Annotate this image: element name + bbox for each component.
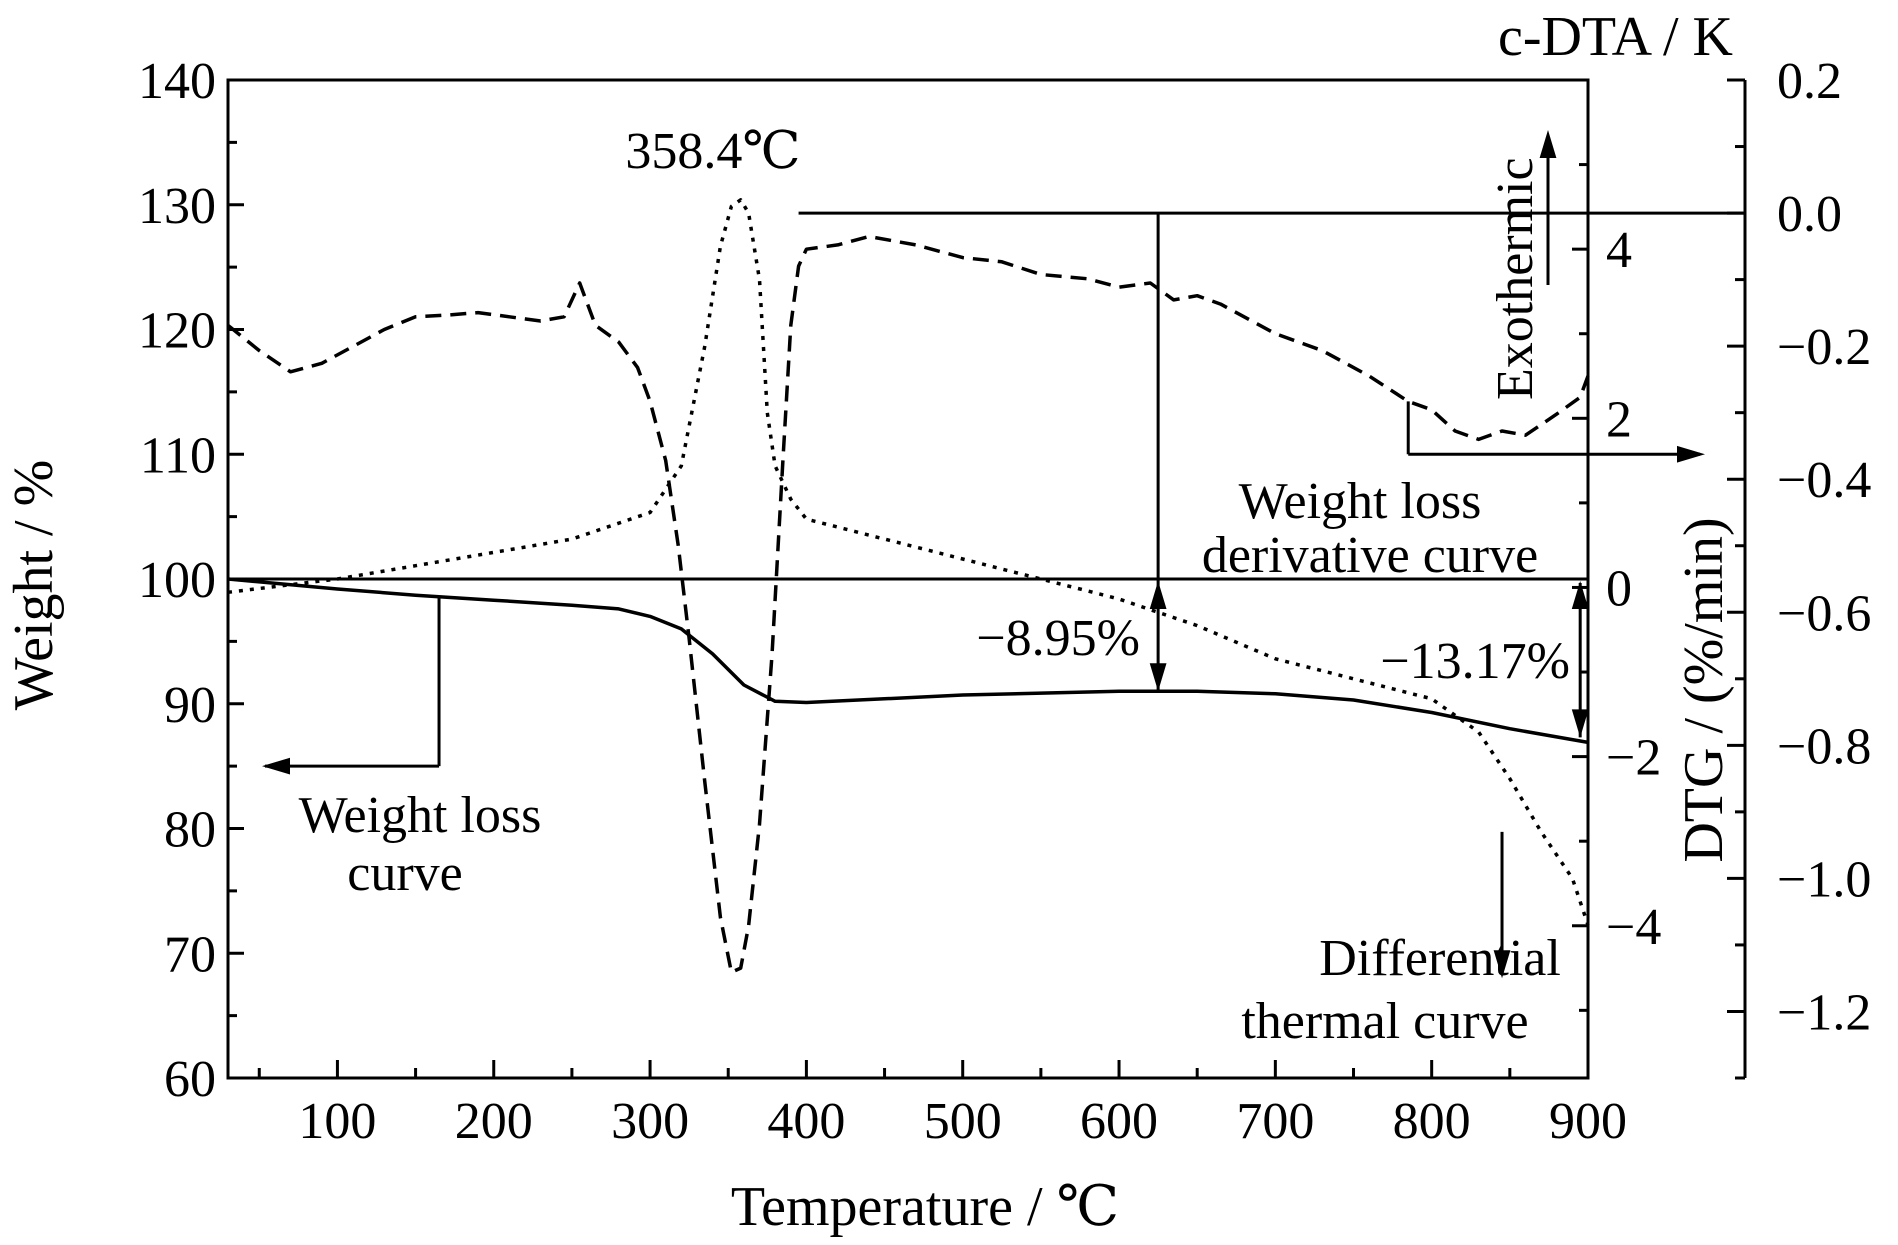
dta-tick-label: −0.2 bbox=[1777, 319, 1871, 376]
exothermic-arrowhead bbox=[1539, 130, 1557, 158]
x-tick-label: 400 bbox=[767, 1093, 845, 1150]
dta-axis-ticks: −1.2 −1.0 −0.8 −0.6 −0.4 −0.2 0.0 0.2 bbox=[1727, 53, 1871, 1080]
dtg-curve-label-line2: derivative curve bbox=[1202, 527, 1538, 584]
exothermic-label: Exothermic bbox=[1487, 157, 1544, 400]
weight-curve-arrowhead bbox=[262, 757, 290, 775]
series-line-weight bbox=[227, 577, 1589, 745]
weight-tick-label: 140 bbox=[138, 53, 216, 110]
dta-curve-label-line2: thermal curve bbox=[1241, 993, 1528, 1050]
dta-tick-label: 0.2 bbox=[1777, 53, 1842, 110]
x-tick-label: 100 bbox=[298, 1093, 376, 1150]
loss1-arrow-up bbox=[1149, 581, 1167, 609]
dtg-tick-label: 2 bbox=[1606, 391, 1632, 448]
dtg-curve-label-line1: Weight loss bbox=[1239, 473, 1482, 530]
dta-tick-label: −1.2 bbox=[1777, 984, 1871, 1041]
x-axis-ticks: 100 200 300 400 500 600 700 800 900 bbox=[257, 1060, 1627, 1150]
weight-tick-label: 90 bbox=[164, 677, 216, 734]
dtg-axis-ticks: −4 −2 0 2 4 bbox=[1572, 163, 1661, 1012]
loss2-label: −13.17% bbox=[1380, 633, 1570, 690]
dta-tick-label: −0.8 bbox=[1777, 718, 1871, 775]
dtg-tick-label: −2 bbox=[1606, 730, 1661, 787]
dta-tick-label: −0.4 bbox=[1777, 452, 1871, 509]
dtg-tick-label: −4 bbox=[1606, 899, 1661, 956]
x-tick-label: 700 bbox=[1236, 1093, 1314, 1150]
reference-lines bbox=[228, 211, 1745, 581]
dta-tick-label: −0.6 bbox=[1777, 585, 1871, 642]
peak-temperature-label: 358.4℃ bbox=[625, 123, 800, 180]
weight-curve-label-line1: Weight loss bbox=[299, 787, 542, 844]
weight-tick-label: 60 bbox=[164, 1051, 216, 1108]
x-tick-label: 600 bbox=[1080, 1093, 1158, 1150]
x-tick-label: 800 bbox=[1393, 1093, 1471, 1150]
weight-tick-label: 110 bbox=[140, 427, 216, 484]
x-axis-title: Temperature / ℃ bbox=[731, 1176, 1119, 1238]
loss1-arrow-down bbox=[1149, 663, 1167, 692]
weight-tick-label: 70 bbox=[164, 926, 216, 983]
weight-tick-label: 120 bbox=[138, 303, 216, 360]
series-line-dtg bbox=[226, 234, 1590, 975]
dta-curve-arrowhead bbox=[1493, 950, 1511, 979]
weight-axis-title: Weight / % bbox=[3, 460, 65, 711]
data-series bbox=[226, 198, 1590, 975]
weight-tick-label: 80 bbox=[164, 802, 216, 859]
weight-tick-label: 100 bbox=[138, 552, 216, 609]
dtg-curve-arrowhead bbox=[1677, 445, 1705, 463]
dta-tick-label: −1.0 bbox=[1777, 851, 1871, 908]
weight-tick-label: 130 bbox=[138, 178, 216, 235]
dtg-axis-title: DTG / (%/min) bbox=[1673, 517, 1735, 862]
x-tick-label: 200 bbox=[455, 1093, 533, 1150]
dtg-tick-label: 4 bbox=[1606, 222, 1632, 279]
x-tick-label: 900 bbox=[1549, 1093, 1627, 1150]
dtg-tick-label: 0 bbox=[1606, 560, 1632, 617]
x-tick-label: 500 bbox=[924, 1093, 1002, 1150]
dta-axis-title: c-DTA / K bbox=[1498, 6, 1733, 68]
loss1-label: −8.95% bbox=[976, 610, 1140, 667]
weight-curve-label-line2: curve bbox=[347, 845, 462, 902]
dta-tick-label: 0.0 bbox=[1777, 186, 1842, 243]
loss2-arrow-down bbox=[1571, 709, 1589, 738]
loss2-arrow-up bbox=[1571, 581, 1589, 609]
x-tick-label: 300 bbox=[611, 1093, 689, 1150]
dta-curve-label-line1: Differential bbox=[1319, 930, 1561, 987]
weight-axis-ticks: 60 70 80 90 100 110 120 130 140 bbox=[138, 53, 244, 1108]
